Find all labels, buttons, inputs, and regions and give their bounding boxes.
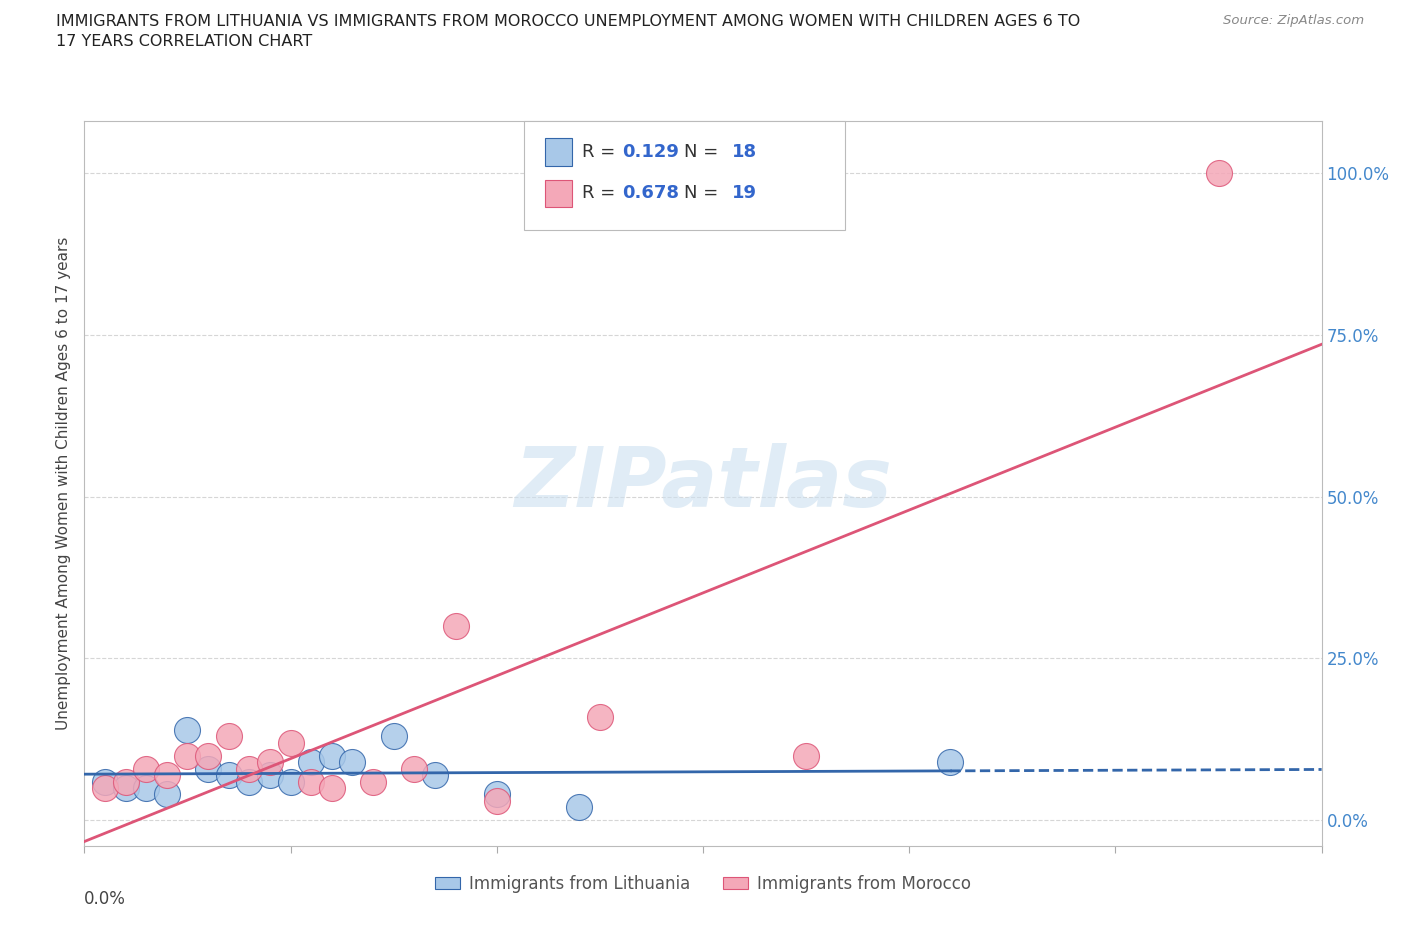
Point bbox=[299, 754, 322, 769]
Text: ZIPatlas: ZIPatlas bbox=[515, 443, 891, 525]
Point bbox=[280, 774, 302, 789]
Text: N =: N = bbox=[685, 143, 724, 161]
Legend: Immigrants from Lithuania, Immigrants from Morocco: Immigrants from Lithuania, Immigrants fr… bbox=[429, 869, 977, 899]
Point bbox=[321, 780, 343, 795]
Point bbox=[423, 767, 446, 782]
Text: R =: R = bbox=[582, 143, 620, 161]
Point bbox=[114, 780, 136, 795]
Point bbox=[342, 754, 364, 769]
Point bbox=[1208, 166, 1230, 180]
Text: IMMIGRANTS FROM LITHUANIA VS IMMIGRANTS FROM MOROCCO UNEMPLOYMENT AMONG WOMEN WI: IMMIGRANTS FROM LITHUANIA VS IMMIGRANTS … bbox=[56, 14, 1080, 29]
FancyBboxPatch shape bbox=[523, 121, 845, 230]
Y-axis label: Unemployment Among Women with Children Ages 6 to 17 years: Unemployment Among Women with Children A… bbox=[56, 237, 72, 730]
Text: 0.0%: 0.0% bbox=[84, 890, 127, 908]
Point bbox=[939, 754, 962, 769]
Text: 18: 18 bbox=[731, 143, 756, 161]
Point bbox=[94, 780, 117, 795]
Point bbox=[444, 618, 467, 633]
Point bbox=[197, 761, 219, 776]
Point bbox=[485, 787, 508, 802]
Bar bbox=[544, 179, 572, 207]
Text: N =: N = bbox=[685, 184, 724, 203]
Point bbox=[94, 774, 117, 789]
Point bbox=[114, 774, 136, 789]
Text: Source: ZipAtlas.com: Source: ZipAtlas.com bbox=[1223, 14, 1364, 27]
Point bbox=[156, 787, 179, 802]
Point bbox=[280, 736, 302, 751]
Point bbox=[197, 748, 219, 763]
Point bbox=[794, 748, 817, 763]
Point bbox=[176, 748, 198, 763]
Point bbox=[176, 723, 198, 737]
Point bbox=[238, 761, 260, 776]
Point bbox=[156, 767, 179, 782]
Point bbox=[218, 767, 240, 782]
Point bbox=[382, 729, 405, 744]
Text: 0.129: 0.129 bbox=[623, 143, 679, 161]
Point bbox=[259, 754, 281, 769]
Point bbox=[485, 793, 508, 808]
Point bbox=[321, 748, 343, 763]
Point bbox=[589, 710, 612, 724]
Point bbox=[135, 780, 157, 795]
Point bbox=[238, 774, 260, 789]
Point bbox=[404, 761, 426, 776]
Text: 19: 19 bbox=[731, 184, 756, 203]
Point bbox=[361, 774, 384, 789]
Text: R =: R = bbox=[582, 184, 620, 203]
Point bbox=[299, 774, 322, 789]
Text: 0.678: 0.678 bbox=[623, 184, 679, 203]
Point bbox=[135, 761, 157, 776]
Point bbox=[218, 729, 240, 744]
Point bbox=[568, 800, 591, 815]
Bar bbox=[544, 139, 572, 166]
Text: 17 YEARS CORRELATION CHART: 17 YEARS CORRELATION CHART bbox=[56, 34, 312, 49]
Point bbox=[259, 767, 281, 782]
